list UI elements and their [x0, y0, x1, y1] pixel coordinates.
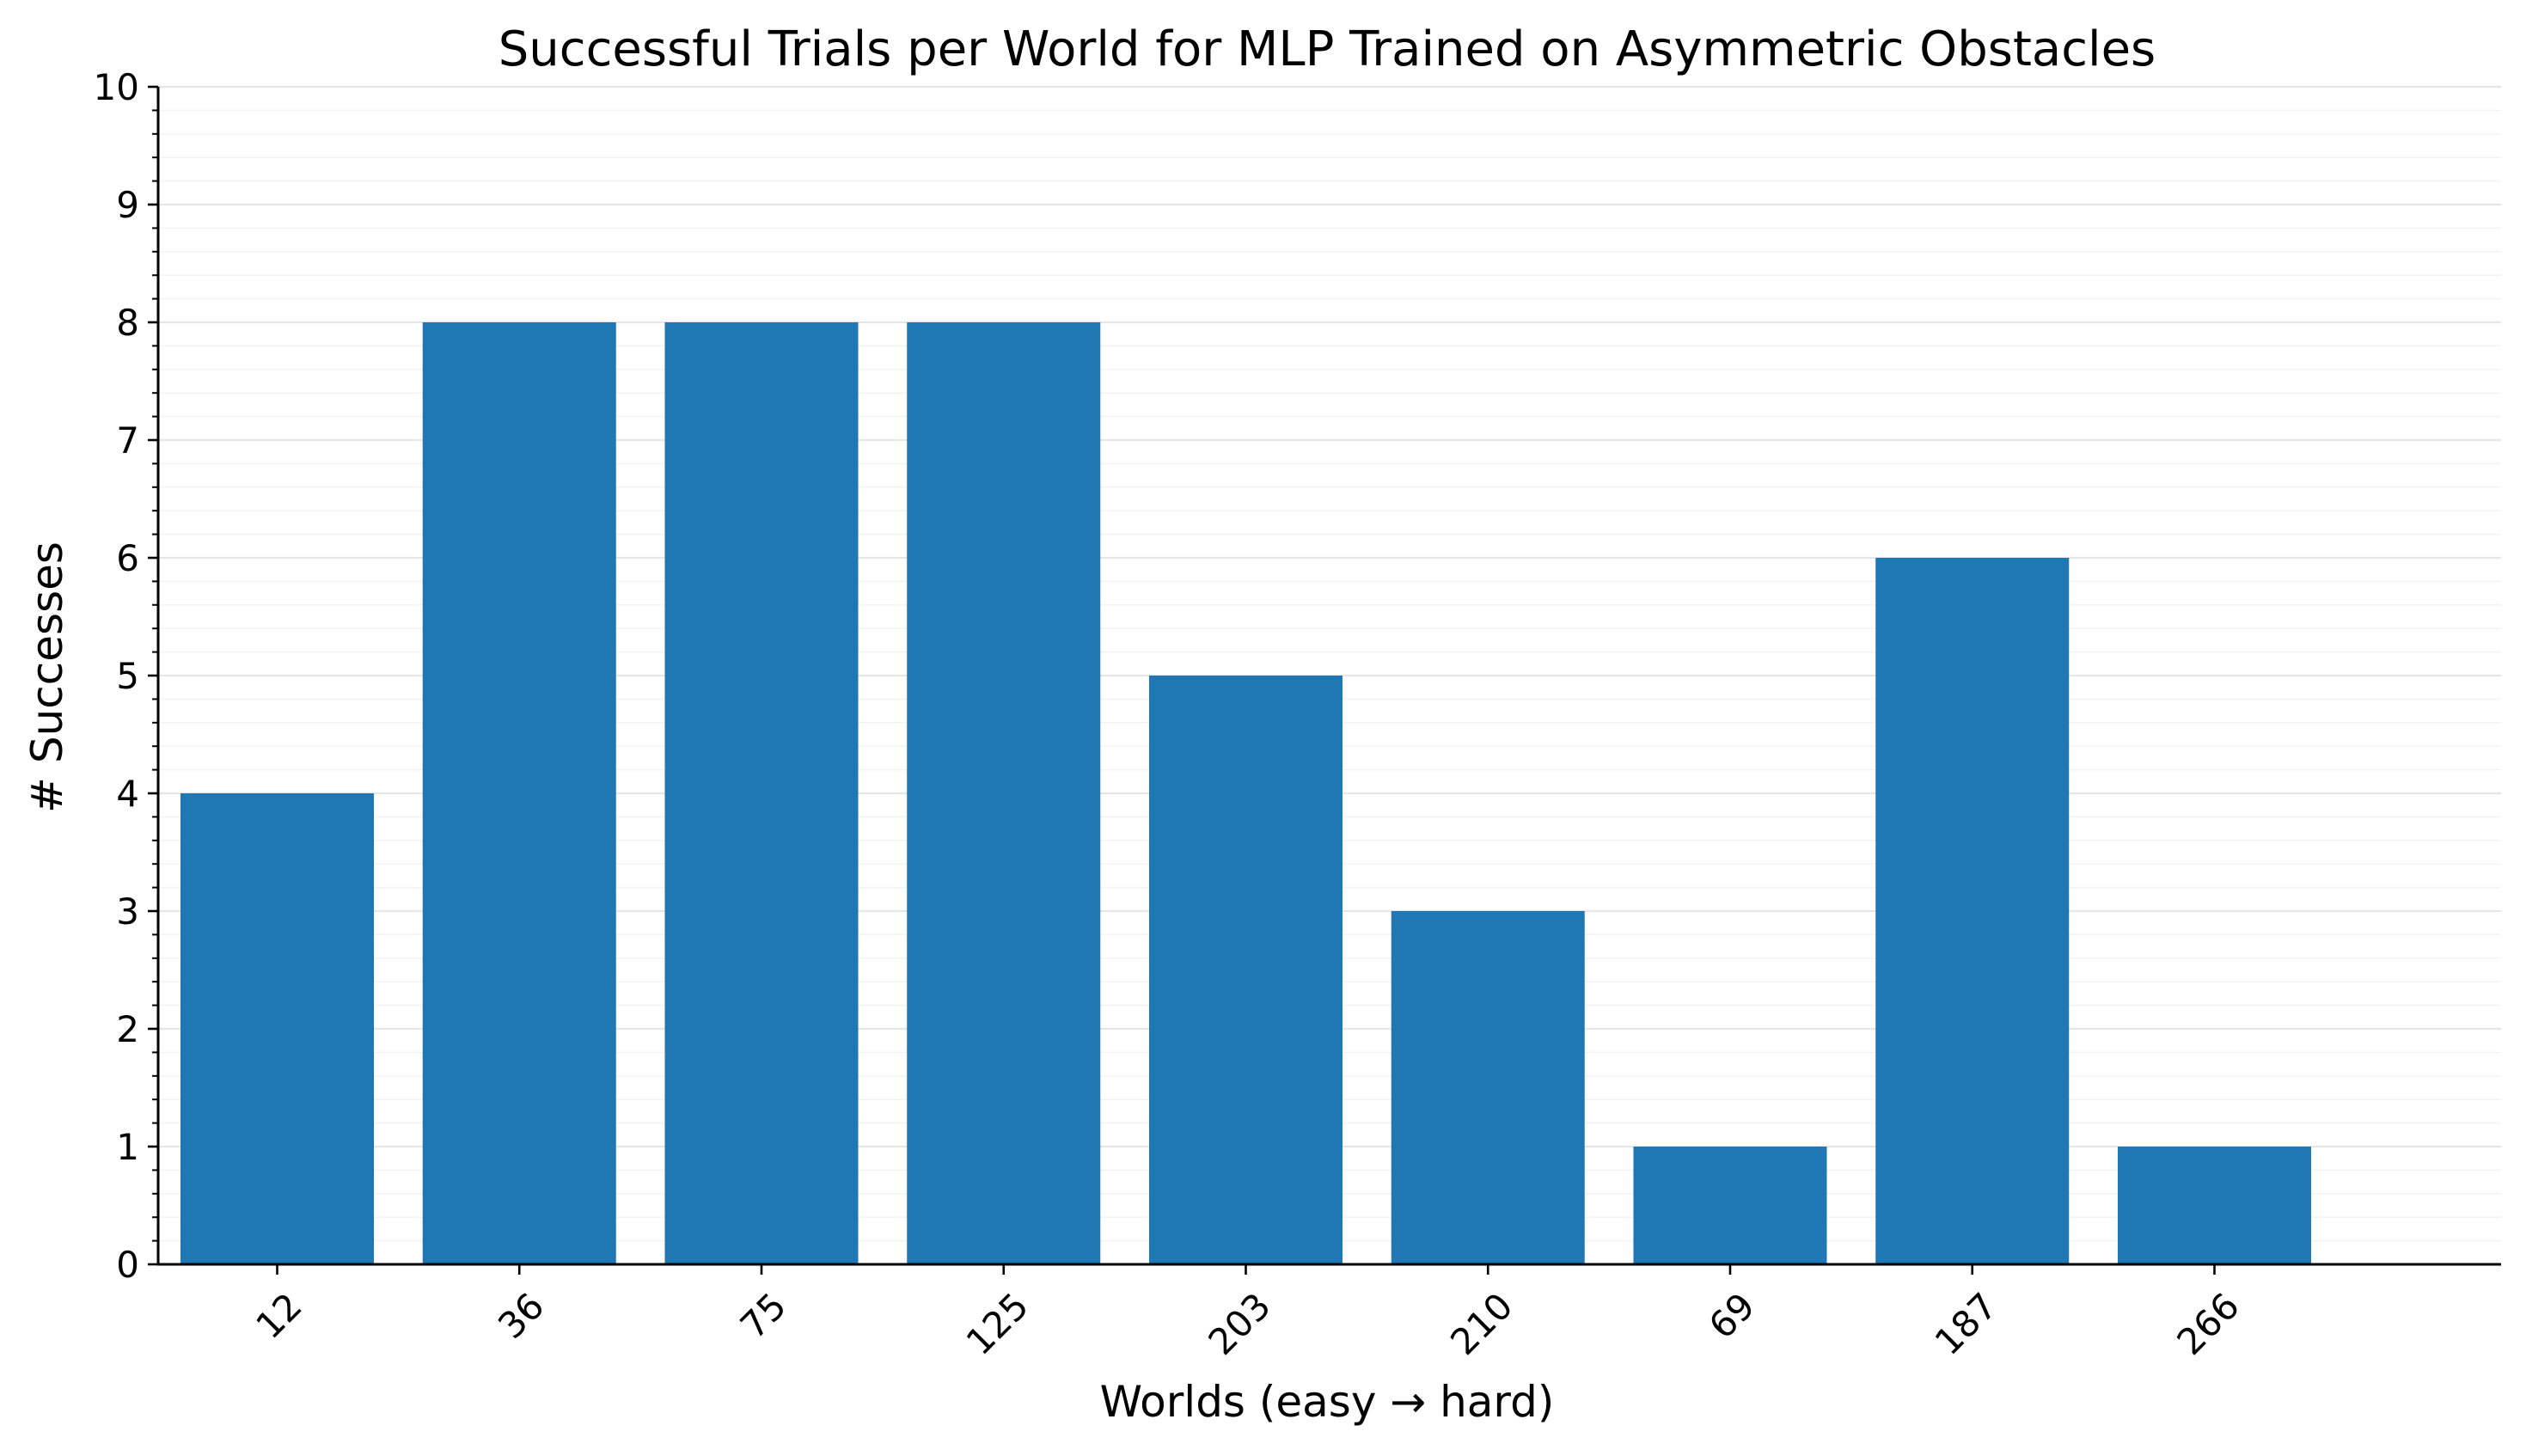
y-tick-label: 3 [116, 890, 139, 933]
chart-title: Successful Trials per World for MLP Trai… [498, 21, 2156, 77]
y-tick-label: 1 [116, 1126, 139, 1168]
x-axis-label: Worlds (easy → hard) [1100, 1377, 1555, 1427]
x-tick-label: 125 [958, 1285, 1037, 1363]
bar-266 [2118, 1147, 2311, 1264]
bar-75 [664, 322, 859, 1264]
x-tick-label: 69 [1701, 1285, 1763, 1347]
y-tick-label: 5 [116, 655, 139, 697]
y-tick-label: 9 [116, 184, 139, 226]
bar-69 [1633, 1147, 1827, 1264]
bar-125 [907, 322, 1101, 1264]
x-ticks: 12 36 75 125 203 210 69 187 266 [248, 1264, 2248, 1363]
bar-187 [1875, 558, 2070, 1264]
x-tick-label: 75 [732, 1285, 794, 1347]
bar-12 [180, 793, 374, 1264]
y-tick-label: 0 [116, 1244, 139, 1286]
bar-203 [1149, 676, 1343, 1264]
x-tick-label: 203 [1200, 1285, 1278, 1363]
bars [180, 322, 2311, 1264]
y-tick-label: 4 [116, 773, 139, 815]
x-tick-label: 266 [2168, 1285, 2247, 1363]
x-tick-label: 36 [490, 1285, 552, 1347]
x-tick-label: 12 [248, 1285, 309, 1347]
y-tick-label: 6 [116, 537, 139, 579]
y-tick-label: 7 [116, 419, 139, 462]
y-ticks: 0 1 2 3 4 5 6 7 8 9 10 [94, 66, 158, 1286]
x-tick-label: 187 [1927, 1285, 2005, 1363]
y-tick-label: 2 [116, 1008, 139, 1050]
y-tick-label: 10 [94, 66, 139, 108]
y-tick-label: 8 [116, 302, 139, 344]
y-axis-label: # Successes [22, 541, 72, 813]
bar-36 [422, 322, 616, 1264]
x-tick-label: 210 [1442, 1285, 1520, 1363]
bar-210 [1391, 911, 1585, 1264]
